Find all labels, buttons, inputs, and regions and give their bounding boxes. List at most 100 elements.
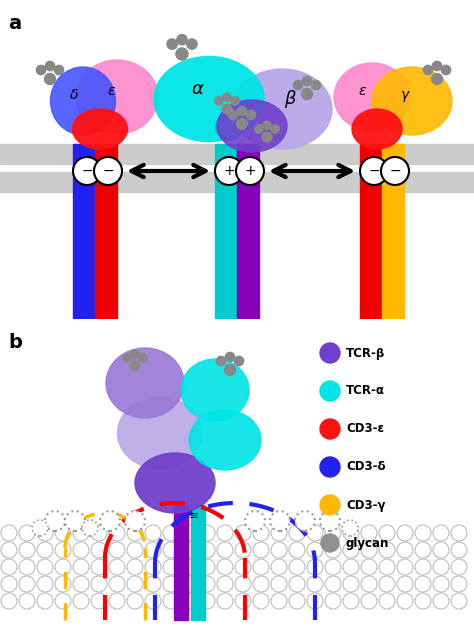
- Text: $\varepsilon$: $\varepsilon$: [358, 84, 367, 98]
- Circle shape: [55, 576, 71, 592]
- Circle shape: [271, 542, 287, 558]
- Text: CD3-γ: CD3-γ: [346, 498, 385, 512]
- Circle shape: [225, 364, 236, 376]
- Text: glycan: glycan: [346, 537, 389, 549]
- Text: CD3-ε: CD3-ε: [346, 422, 384, 436]
- Circle shape: [127, 559, 143, 575]
- Circle shape: [325, 559, 341, 575]
- Circle shape: [343, 525, 359, 541]
- Text: $\alpha$: $\alpha$: [191, 80, 205, 98]
- Circle shape: [246, 110, 255, 120]
- Circle shape: [343, 593, 359, 609]
- Circle shape: [342, 520, 358, 536]
- Circle shape: [127, 525, 143, 541]
- Circle shape: [127, 542, 143, 558]
- Ellipse shape: [334, 63, 410, 131]
- Circle shape: [19, 559, 35, 575]
- Text: ss: ss: [239, 121, 249, 131]
- Text: −: −: [389, 164, 401, 178]
- Ellipse shape: [106, 348, 184, 418]
- Circle shape: [397, 593, 413, 609]
- Circle shape: [177, 34, 187, 45]
- Bar: [174, 505, 188, 620]
- Circle shape: [37, 559, 53, 575]
- Circle shape: [131, 350, 139, 359]
- Circle shape: [301, 89, 312, 100]
- Circle shape: [361, 542, 377, 558]
- Circle shape: [361, 559, 377, 575]
- Bar: [237, 144, 259, 319]
- Circle shape: [415, 542, 431, 558]
- Circle shape: [343, 542, 359, 558]
- Circle shape: [91, 576, 107, 592]
- Circle shape: [325, 593, 341, 609]
- Circle shape: [236, 157, 264, 185]
- Ellipse shape: [189, 410, 261, 470]
- Circle shape: [361, 593, 377, 609]
- Circle shape: [307, 542, 323, 558]
- Circle shape: [307, 593, 323, 609]
- Circle shape: [127, 576, 143, 592]
- Ellipse shape: [181, 359, 249, 421]
- Circle shape: [37, 525, 53, 541]
- Circle shape: [181, 525, 197, 541]
- Circle shape: [379, 593, 395, 609]
- Circle shape: [73, 559, 89, 575]
- Ellipse shape: [76, 60, 158, 134]
- Circle shape: [253, 525, 269, 541]
- Circle shape: [217, 525, 233, 541]
- Circle shape: [289, 542, 305, 558]
- Text: TCR-α: TCR-α: [346, 385, 385, 397]
- Ellipse shape: [51, 67, 116, 135]
- Circle shape: [415, 593, 431, 609]
- Circle shape: [199, 576, 215, 592]
- Circle shape: [181, 559, 197, 575]
- Circle shape: [271, 525, 287, 541]
- Circle shape: [433, 559, 449, 575]
- Circle shape: [234, 357, 244, 366]
- Circle shape: [397, 559, 413, 575]
- Circle shape: [109, 559, 125, 575]
- Circle shape: [100, 511, 120, 531]
- Circle shape: [325, 542, 341, 558]
- Text: b: b: [8, 333, 22, 352]
- Circle shape: [433, 576, 449, 592]
- Circle shape: [222, 104, 232, 114]
- Circle shape: [1, 542, 17, 558]
- Circle shape: [167, 39, 177, 49]
- Ellipse shape: [320, 419, 340, 439]
- Circle shape: [37, 542, 53, 558]
- Circle shape: [37, 593, 53, 609]
- Circle shape: [225, 352, 235, 362]
- Circle shape: [130, 361, 140, 371]
- Circle shape: [123, 353, 131, 362]
- Circle shape: [223, 93, 231, 101]
- Text: $\delta$: $\delta$: [69, 88, 79, 102]
- Circle shape: [433, 525, 449, 541]
- Circle shape: [55, 593, 71, 609]
- Circle shape: [127, 593, 143, 609]
- Circle shape: [271, 124, 279, 133]
- Circle shape: [451, 542, 467, 558]
- Circle shape: [237, 119, 247, 130]
- Ellipse shape: [232, 69, 332, 149]
- Text: −: −: [102, 164, 114, 178]
- Circle shape: [360, 157, 388, 185]
- Circle shape: [73, 593, 89, 609]
- Bar: [215, 144, 237, 319]
- Circle shape: [55, 525, 71, 541]
- Circle shape: [215, 97, 223, 105]
- Circle shape: [109, 593, 125, 609]
- Ellipse shape: [320, 381, 340, 401]
- Circle shape: [145, 593, 161, 609]
- Circle shape: [433, 593, 449, 609]
- Circle shape: [293, 80, 303, 90]
- Text: a: a: [8, 14, 21, 33]
- Circle shape: [451, 576, 467, 592]
- Circle shape: [73, 525, 89, 541]
- Circle shape: [163, 525, 179, 541]
- Circle shape: [217, 542, 233, 558]
- Circle shape: [199, 559, 215, 575]
- Circle shape: [91, 593, 107, 609]
- Circle shape: [311, 80, 321, 90]
